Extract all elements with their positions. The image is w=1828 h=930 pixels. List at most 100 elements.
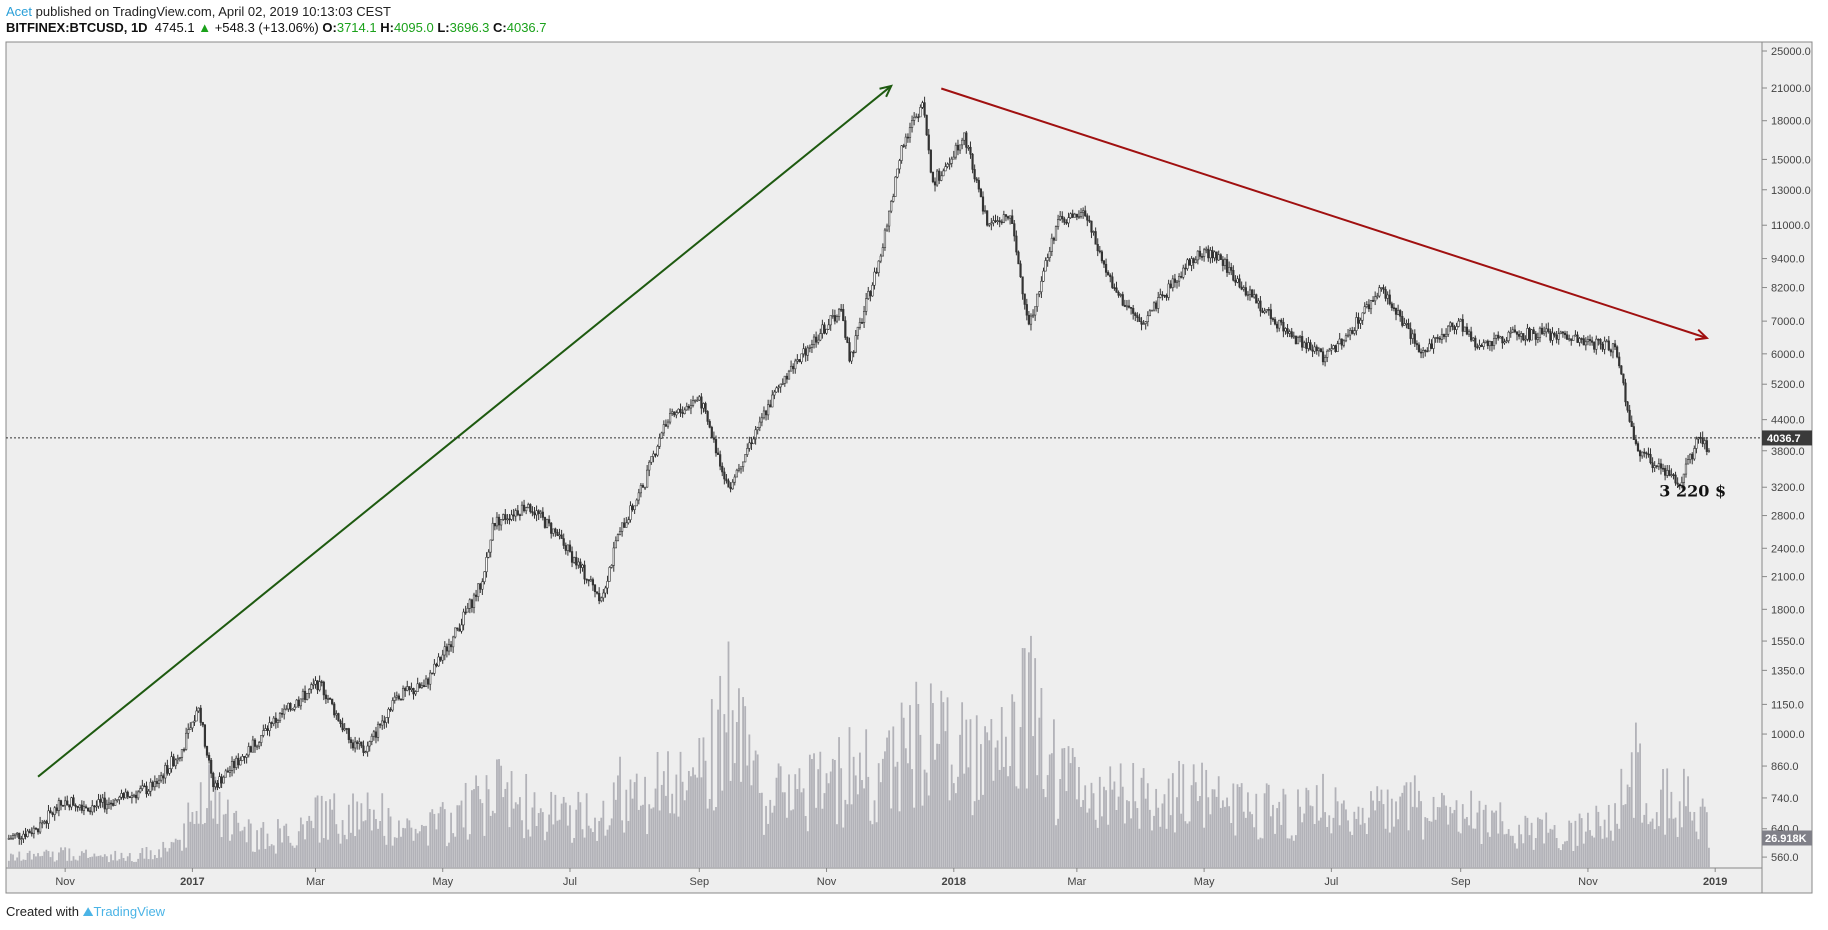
- candle-body: [808, 347, 811, 349]
- volume-bar: [786, 817, 788, 868]
- volume-bar: [1397, 819, 1400, 868]
- volume-bar: [1036, 775, 1039, 868]
- candle-body: [109, 802, 113, 805]
- candle-body: [1678, 483, 1681, 487]
- volume-bar: [1378, 801, 1381, 868]
- tradingview-link[interactable]: TradingView: [93, 904, 166, 919]
- candle-body: [1330, 348, 1333, 351]
- volume-bar: [1038, 717, 1041, 868]
- volume-bar: [1053, 719, 1055, 868]
- candle-body: [639, 485, 642, 494]
- volume-bar: [877, 763, 880, 868]
- volume-bar: [287, 836, 290, 868]
- candle-body: [1415, 343, 1418, 346]
- volume-bar: [297, 831, 300, 868]
- volume-bar: [635, 773, 638, 868]
- volume-bar: [1009, 766, 1012, 868]
- candle-body: [1480, 344, 1483, 347]
- candle-body: [1059, 215, 1062, 220]
- volume-bar: [677, 816, 680, 868]
- candle-body: [568, 544, 572, 552]
- high-label: H:: [380, 20, 394, 35]
- candle-body: [1568, 338, 1571, 341]
- candle-body: [178, 756, 181, 759]
- volume-bar: [971, 815, 974, 868]
- candle-body: [689, 405, 693, 409]
- candle-body: [562, 538, 565, 546]
- candle-body: [80, 804, 83, 811]
- volume-bar: [1635, 722, 1637, 868]
- candle-body: [1002, 214, 1005, 223]
- volume-bar: [1280, 824, 1283, 868]
- candle-body: [1399, 310, 1402, 317]
- candle-body: [948, 163, 951, 165]
- candle-body: [729, 486, 732, 490]
- volume-bar: [1067, 746, 1070, 868]
- volume-bar: [1207, 797, 1210, 868]
- candle-body: [124, 791, 127, 799]
- candle-body: [837, 308, 841, 317]
- volume-bar: [466, 839, 469, 868]
- volume-bar: [700, 777, 703, 868]
- candle-body: [1609, 349, 1612, 353]
- candle-body: [975, 178, 978, 181]
- candle-body: [26, 830, 29, 837]
- volume-bar: [408, 820, 411, 868]
- candle-body: [514, 510, 517, 517]
- candle-body: [137, 791, 140, 799]
- volume-bar: [856, 794, 859, 868]
- volume-bar: [533, 792, 536, 868]
- drawings[interactable]: [37, 84, 1710, 778]
- volume-bar: [1071, 748, 1074, 868]
- volume-bar: [195, 810, 198, 868]
- candle-body: [996, 220, 999, 222]
- candle-body: [1219, 254, 1222, 260]
- candle-body: [260, 735, 263, 743]
- volume-bar: [508, 827, 511, 868]
- candle-body: [881, 247, 884, 257]
- candle-body: [671, 411, 674, 414]
- volume-bar: [431, 809, 434, 868]
- volume-bar: [1657, 826, 1660, 868]
- y-tick-label: 1000.0: [1771, 729, 1805, 741]
- volume-bar: [55, 860, 58, 868]
- volume-bar: [1240, 783, 1243, 868]
- candle-body: [314, 680, 317, 685]
- candle-body: [1317, 348, 1320, 352]
- volume-bar: [1507, 829, 1510, 868]
- candle-body: [606, 580, 609, 589]
- candle-body: [564, 545, 567, 551]
- volume-bar: [894, 766, 897, 868]
- candle-body: [1465, 326, 1469, 335]
- volume-bar: [1027, 652, 1030, 868]
- candle-body: [11, 835, 15, 839]
- volume-bar: [500, 765, 503, 868]
- candle-body: [399, 698, 403, 701]
- volume-bar: [1705, 812, 1708, 868]
- candle-body: [351, 742, 355, 749]
- candle-body: [908, 127, 912, 138]
- volume-bar: [151, 859, 154, 868]
- volume-bar: [1065, 791, 1068, 868]
- candle-body: [72, 797, 75, 806]
- candle-body: [285, 708, 288, 711]
- volume-bar: [842, 827, 845, 868]
- candle-body: [1624, 382, 1627, 403]
- volume-bar: [1192, 764, 1195, 868]
- volume-bar: [360, 803, 363, 868]
- volume-bar: [41, 855, 44, 868]
- candle-body: [374, 731, 378, 738]
- volume-bar: [22, 859, 25, 868]
- author-link[interactable]: Acet: [6, 4, 33, 19]
- candle-body: [535, 510, 538, 516]
- volume-bar: [1313, 824, 1316, 868]
- volume-bar: [904, 748, 907, 868]
- volume-bar: [808, 754, 811, 868]
- candle-body: [687, 406, 690, 409]
- y-tick-label: 18000.0: [1771, 116, 1811, 128]
- volume-bar: [1355, 818, 1358, 868]
- candle-body: [1580, 338, 1583, 340]
- candle-body: [320, 681, 323, 683]
- volume-bar: [1055, 825, 1057, 868]
